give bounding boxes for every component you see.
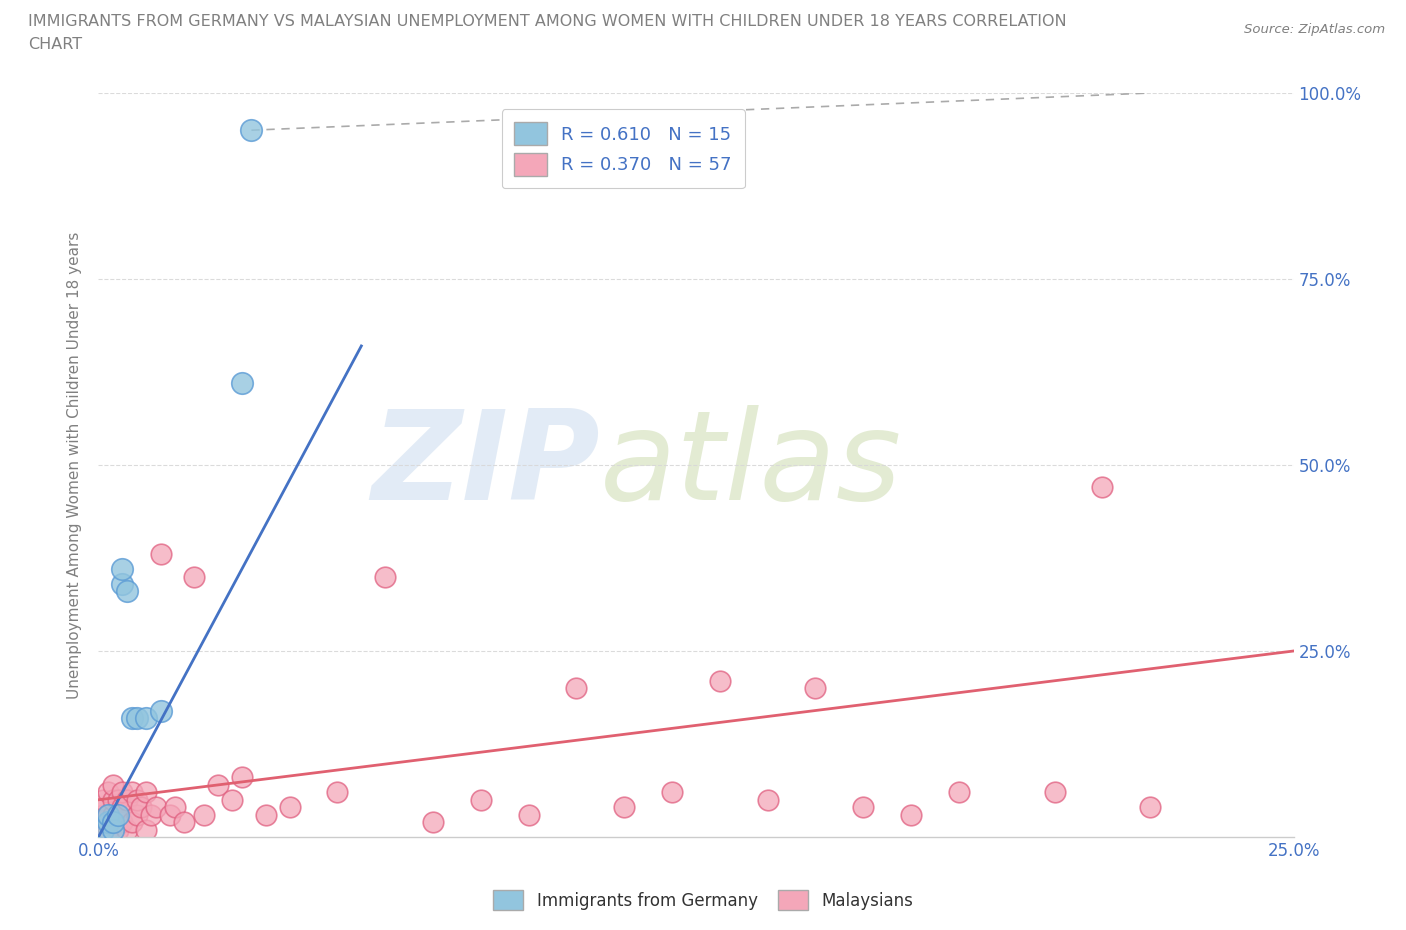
Point bbox=[125, 807, 148, 822]
Point bbox=[163, 800, 186, 815]
Point bbox=[101, 815, 124, 830]
Point bbox=[135, 785, 157, 800]
Point bbox=[115, 584, 138, 599]
Point bbox=[91, 792, 114, 807]
Legend: Immigrants from Germany, Malaysians: Immigrants from Germany, Malaysians bbox=[486, 884, 920, 917]
Point bbox=[101, 815, 124, 830]
Point bbox=[278, 800, 301, 815]
Point bbox=[101, 777, 124, 792]
Point bbox=[121, 785, 143, 800]
Point bbox=[107, 822, 129, 837]
Point bbox=[240, 123, 263, 138]
Point bbox=[254, 807, 277, 822]
Point bbox=[900, 807, 922, 822]
Point bbox=[1091, 480, 1114, 495]
Point bbox=[231, 376, 253, 391]
Point bbox=[97, 815, 120, 830]
Point bbox=[135, 711, 157, 725]
Point bbox=[1139, 800, 1161, 815]
Text: atlas: atlas bbox=[600, 405, 903, 525]
Point bbox=[97, 815, 120, 830]
Point bbox=[709, 673, 731, 688]
Point bbox=[111, 800, 134, 815]
Legend: R = 0.610   N = 15, R = 0.370   N = 57: R = 0.610 N = 15, R = 0.370 N = 57 bbox=[502, 110, 745, 189]
Text: CHART: CHART bbox=[28, 37, 82, 52]
Point bbox=[101, 807, 124, 822]
Text: Source: ZipAtlas.com: Source: ZipAtlas.com bbox=[1244, 23, 1385, 36]
Point bbox=[756, 792, 779, 807]
Point bbox=[97, 822, 120, 837]
Point bbox=[121, 711, 143, 725]
Point bbox=[107, 807, 129, 822]
Text: ZIP: ZIP bbox=[371, 405, 600, 525]
Point bbox=[111, 577, 134, 591]
Point bbox=[107, 792, 129, 807]
Point bbox=[326, 785, 349, 800]
Point bbox=[111, 785, 134, 800]
Point bbox=[221, 792, 243, 807]
Point bbox=[517, 807, 540, 822]
Point bbox=[470, 792, 492, 807]
Point bbox=[111, 562, 134, 577]
Point bbox=[91, 807, 114, 822]
Point bbox=[131, 800, 153, 815]
Point bbox=[374, 569, 396, 584]
Point bbox=[97, 807, 120, 822]
Point bbox=[852, 800, 875, 815]
Point bbox=[97, 785, 120, 800]
Point bbox=[1043, 785, 1066, 800]
Point bbox=[125, 711, 148, 725]
Point bbox=[422, 815, 444, 830]
Point bbox=[804, 681, 827, 696]
Point bbox=[948, 785, 970, 800]
Point bbox=[661, 785, 683, 800]
Point bbox=[231, 770, 253, 785]
Point bbox=[91, 822, 114, 837]
Point bbox=[139, 807, 162, 822]
Point bbox=[193, 807, 215, 822]
Point bbox=[207, 777, 229, 792]
Point bbox=[183, 569, 205, 584]
Point bbox=[91, 800, 114, 815]
Point bbox=[125, 792, 148, 807]
Point bbox=[115, 792, 138, 807]
Point bbox=[565, 681, 588, 696]
Point bbox=[145, 800, 167, 815]
Point bbox=[97, 807, 120, 822]
Point bbox=[121, 815, 143, 830]
Y-axis label: Unemployment Among Women with Children Under 18 years: Unemployment Among Women with Children U… bbox=[67, 232, 83, 698]
Point bbox=[101, 792, 124, 807]
Point bbox=[173, 815, 195, 830]
Point bbox=[613, 800, 636, 815]
Text: IMMIGRANTS FROM GERMANY VS MALAYSIAN UNEMPLOYMENT AMONG WOMEN WITH CHILDREN UNDE: IMMIGRANTS FROM GERMANY VS MALAYSIAN UNE… bbox=[28, 14, 1067, 29]
Point bbox=[159, 807, 181, 822]
Point bbox=[101, 822, 124, 837]
Point bbox=[135, 822, 157, 837]
Point bbox=[149, 547, 172, 562]
Point bbox=[91, 815, 114, 830]
Point bbox=[149, 703, 172, 718]
Point bbox=[111, 815, 134, 830]
Point bbox=[107, 807, 129, 822]
Point bbox=[115, 822, 138, 837]
